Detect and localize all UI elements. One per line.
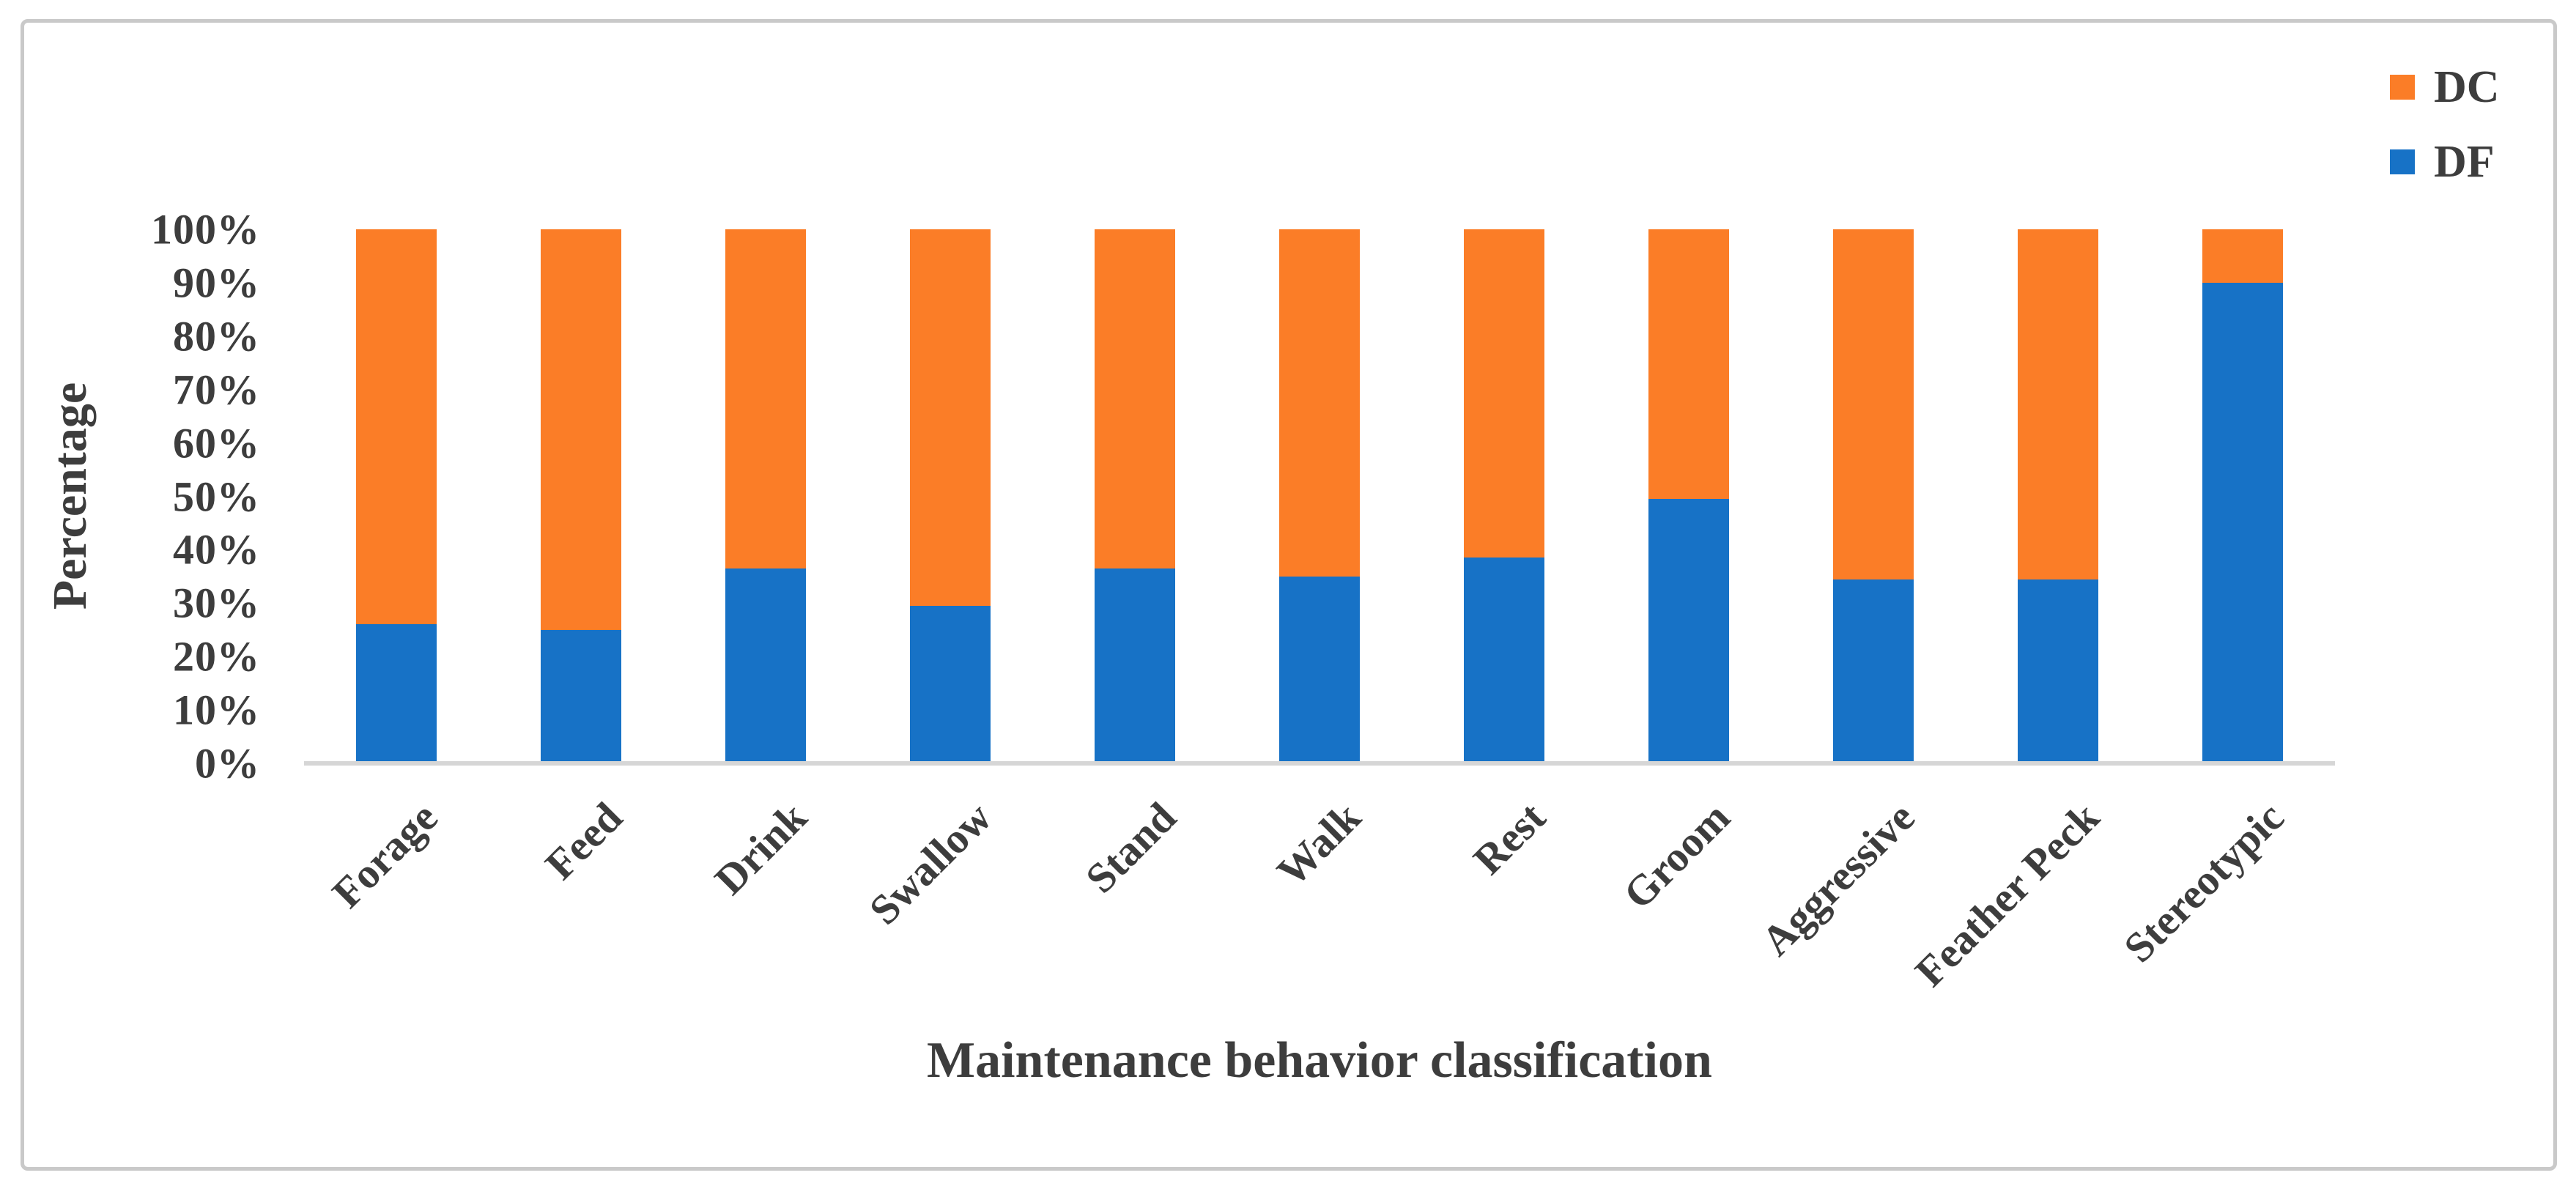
bar-group-stereotypic — [2150, 229, 2335, 763]
bar-segment-dc — [725, 229, 806, 568]
bar-segment-df — [725, 568, 806, 763]
bar-segment-df — [2202, 282, 2283, 763]
bar-group-forage — [304, 229, 489, 763]
x-axis-title: Maintenance behavior classification — [927, 1032, 1712, 1089]
bar-segment-df — [541, 629, 621, 763]
bar-segment-dc — [356, 229, 437, 625]
plot-area — [304, 229, 2335, 763]
y-tick-label-0pct: 0% — [195, 739, 260, 788]
stacked-bar — [1648, 229, 1729, 763]
stacked-bar — [2202, 229, 2283, 763]
bar-group-feather-peck — [1966, 229, 2150, 763]
bar-segment-dc — [1833, 229, 1914, 579]
y-tick-label-70pct: 70% — [173, 366, 260, 414]
bar-segment-dc — [910, 229, 991, 606]
y-tick-label-80pct: 80% — [173, 312, 260, 360]
bar-segment-df — [1095, 568, 1175, 763]
bar-segment-dc — [1095, 229, 1175, 568]
y-tick-label-100pct: 100% — [151, 205, 260, 253]
bar-segment-dc — [1648, 229, 1729, 500]
bar-segment-df — [1464, 558, 1544, 763]
bar-segment-df — [1648, 499, 1729, 763]
bar-group-drink — [673, 229, 858, 763]
y-tick-label-50pct: 50% — [173, 473, 260, 520]
bar-group-groom — [1596, 229, 1781, 763]
stacked-bar — [725, 229, 806, 763]
y-tick-label-20pct: 20% — [173, 632, 260, 681]
stacked-bar — [541, 229, 621, 763]
legend-item-dc: DC — [2390, 64, 2500, 110]
bar-segment-df — [356, 624, 437, 763]
bar-segment-df — [1833, 579, 1914, 763]
stacked-bar — [910, 229, 991, 763]
bar-segment-dc — [2202, 229, 2283, 283]
bar-segment-dc — [2018, 229, 2098, 579]
bar-series-container — [304, 229, 2335, 763]
stacked-bar — [356, 229, 437, 763]
stacked-bar — [1095, 229, 1175, 763]
legend-label-dc: DC — [2434, 62, 2500, 112]
stacked-bar — [1464, 229, 1544, 763]
bar-segment-dc — [541, 229, 621, 630]
bar-segment-df — [1279, 576, 1360, 763]
legend-swatch-df — [2390, 149, 2415, 174]
stacked-bar — [1279, 229, 1360, 763]
y-tick-label-30pct: 30% — [173, 579, 260, 627]
bar-group-rest — [1412, 229, 1596, 763]
bar-group-swallow — [858, 229, 1043, 763]
bar-group-aggressive — [1781, 229, 1966, 763]
y-tick-label-10pct: 10% — [173, 686, 260, 734]
legend: DC DF — [2390, 64, 2500, 185]
bar-segment-dc — [1279, 229, 1360, 577]
bar-segment-df — [910, 605, 991, 763]
bar-group-feed — [489, 229, 673, 763]
bar-segment-df — [2018, 579, 2098, 763]
legend-label-df: DF — [2434, 137, 2495, 187]
bar-segment-dc — [1464, 229, 1544, 558]
legend-item-df: DF — [2390, 139, 2500, 185]
bar-group-walk — [1227, 229, 1412, 763]
x-axis-line — [304, 761, 2335, 766]
y-tick-label-90pct: 90% — [173, 259, 260, 307]
legend-swatch-dc — [2390, 75, 2415, 100]
y-tick-label-60pct: 60% — [173, 419, 260, 467]
stacked-bar — [2018, 229, 2098, 763]
y-tick-label-40pct: 40% — [173, 525, 260, 574]
bar-group-stand — [1043, 229, 1227, 763]
stacked-bar — [1833, 229, 1914, 763]
